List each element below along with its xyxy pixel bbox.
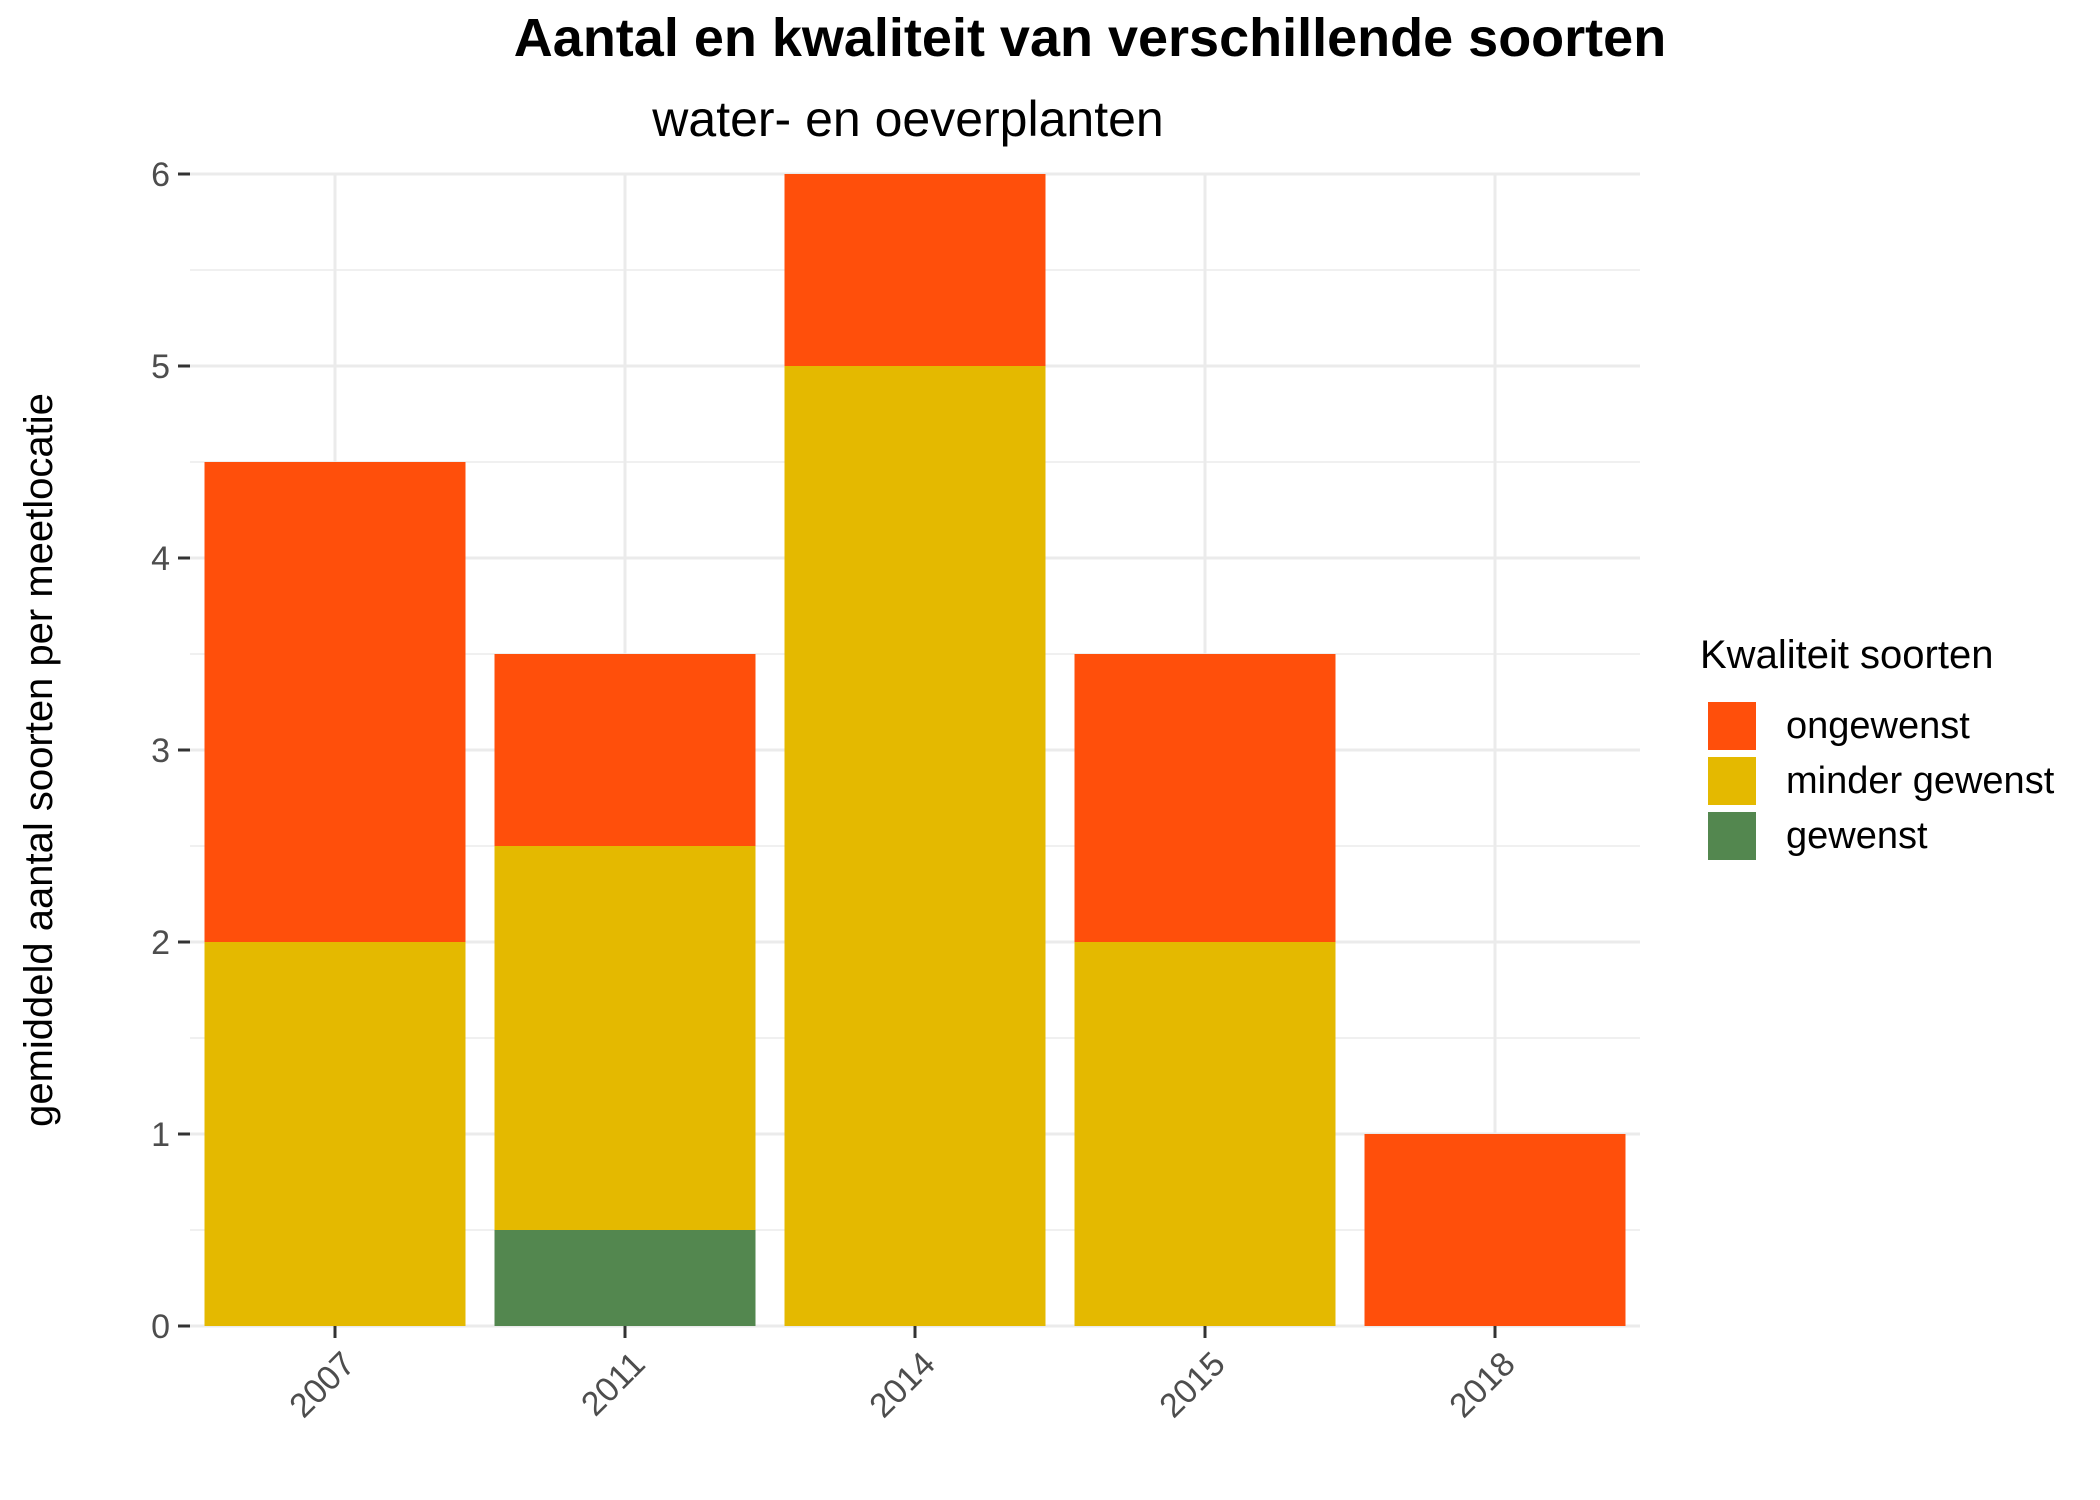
x-tick-label: 2014: [862, 1345, 942, 1425]
legend-label-gewenst: gewenst: [1786, 815, 1928, 857]
bar-segment-minder-gewenst-2014: [784, 366, 1046, 1326]
bar-segment-minder-gewenst-2007: [204, 942, 466, 1326]
bar-segment-gewenst-2011: [494, 1230, 756, 1326]
legend-swatch-gewenst: [1708, 812, 1756, 860]
y-tick-label: 2: [151, 924, 170, 962]
x-tick-label: 2011: [574, 1345, 653, 1424]
y-tick-label: 1: [151, 1116, 170, 1154]
chart-subtitle: water- en oeverplanten: [651, 91, 1163, 147]
chart-title: Aantal en kwaliteit van verschillende so…: [514, 8, 1666, 68]
y-tick-label: 3: [151, 732, 170, 770]
bar-segment-minder-gewenst-2015: [1074, 942, 1336, 1326]
legend-swatch-ongewenst: [1708, 702, 1756, 750]
y-tick-label: 5: [151, 348, 170, 386]
bar-segment-ongewenst-2011: [494, 654, 756, 846]
y-tick-label: 6: [151, 156, 170, 194]
bar-segment-ongewenst-2014: [784, 174, 1046, 366]
x-tick-label: 2015: [1152, 1345, 1232, 1425]
legend-swatch-minder-gewenst: [1708, 757, 1756, 805]
bar-segment-minder-gewenst-2011: [494, 846, 756, 1230]
bar-segment-ongewenst-2015: [1074, 654, 1336, 942]
x-axis: 2007 2011 2014 2015 2018: [282, 1326, 1523, 1425]
y-axis-label: gemiddeld aantal soorten per meetlocatie: [17, 393, 61, 1127]
y-tick-label: 0: [151, 1308, 170, 1346]
x-tick-label: 2018: [1442, 1345, 1522, 1425]
bar-segment-ongewenst-2007: [204, 462, 466, 942]
legend-label-minder-gewenst: minder gewenst: [1786, 760, 2055, 802]
legend-label-ongewenst: ongewenst: [1786, 705, 1970, 747]
bar-segment-ongewenst-2018: [1364, 1134, 1626, 1326]
x-tick-label: 2007: [282, 1345, 362, 1425]
legend-title: Kwaliteit soorten: [1700, 633, 1993, 677]
legend: Kwaliteit soorten ongewenst minder gewens…: [1700, 633, 2055, 860]
y-tick-label: 4: [151, 540, 170, 578]
y-axis: 0 1 2 3 4 5 6: [151, 156, 190, 1346]
bars: [204, 174, 1626, 1326]
